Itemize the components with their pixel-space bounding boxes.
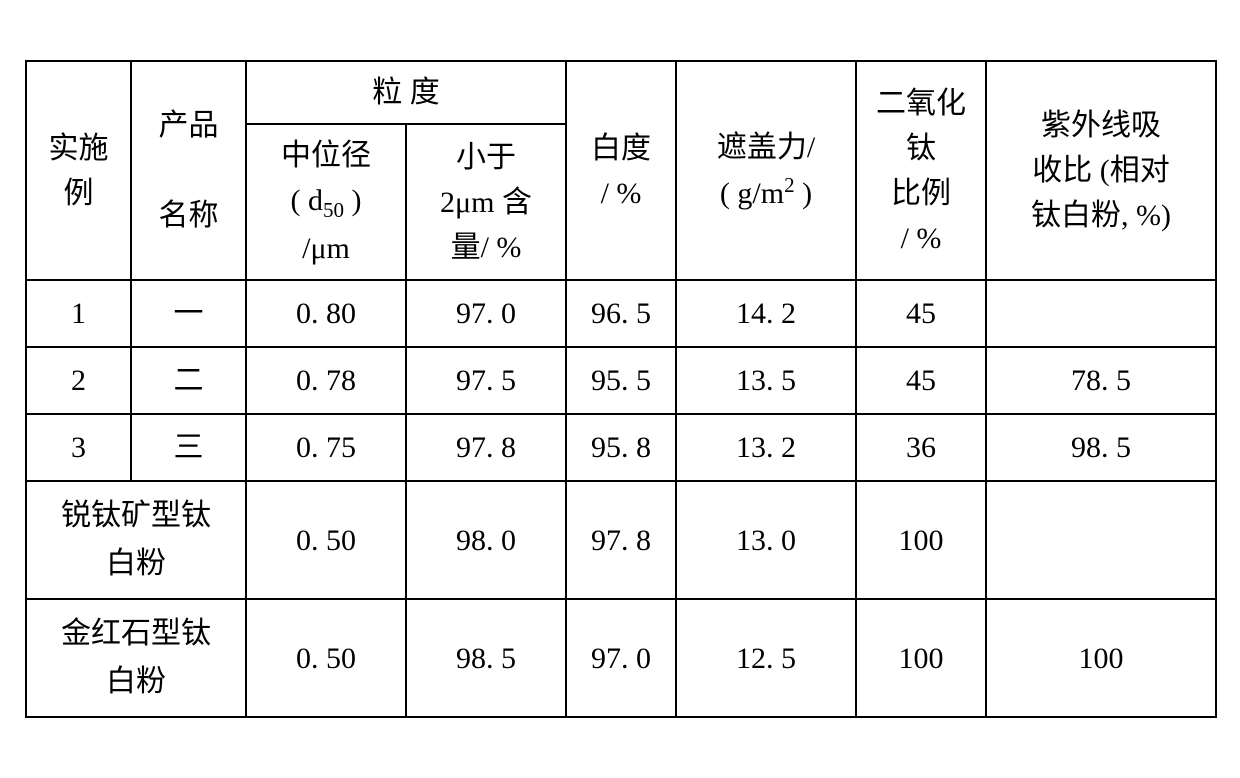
table-row: 2 二 0. 78 97. 5 95. 5 13. 5 45 78. 5	[26, 347, 1216, 414]
cell-tio2: 45	[856, 280, 986, 347]
cell-d50: 0. 80	[246, 280, 406, 347]
cell-whiteness: 97. 8	[566, 481, 676, 599]
col-header-example: 实施例	[26, 61, 131, 281]
cell-tio2: 45	[856, 347, 986, 414]
table-row-merged: 金红石型钛白粉 0. 50 98. 5 97. 0 12. 5 100 100	[26, 599, 1216, 717]
cell-tio2: 100	[856, 481, 986, 599]
cell-uv	[986, 481, 1216, 599]
col-header-particle-size: 粒 度	[246, 61, 566, 124]
cell-example: 2	[26, 347, 131, 414]
table-body: 1 一 0. 80 97. 0 96. 5 14. 2 45 2 二 0. 78…	[26, 280, 1216, 717]
d50-line3: /μm	[302, 232, 350, 265]
table-wrapper: 实施例 产品 名称 粒 度 白度/ % 遮盖力/ ( g/m2 ) 二氧化钛比例…	[25, 60, 1215, 719]
table-row: 1 一 0. 80 97. 0 96. 5 14. 2 45	[26, 280, 1216, 347]
d50-line2-sub: 50	[323, 198, 344, 222]
d50-line2-prefix: ( d	[291, 184, 324, 217]
col-header-hiding-power: 遮盖力/ ( g/m2 )	[676, 61, 856, 281]
cell-uv: 100	[986, 599, 1216, 717]
cell-name-merged: 金红石型钛白粉	[26, 599, 246, 717]
col-header-lt2um: 小于 2μm 含 量/ %	[406, 124, 566, 281]
hiding-power-line2-prefix: ( g/m	[720, 177, 784, 210]
d50-line2-suffix: )	[344, 184, 362, 217]
cell-lt2um: 97. 5	[406, 347, 566, 414]
cell-lt2um: 97. 0	[406, 280, 566, 347]
cell-hiding: 13. 0	[676, 481, 856, 599]
col-header-uv-ratio: 紫外线吸收比 (相对钛白粉, %)	[986, 61, 1216, 281]
col-header-product-name-top: 产品	[159, 109, 219, 142]
col-header-tio2-ratio: 二氧化钛比例/ %	[856, 61, 986, 281]
cell-tio2: 100	[856, 599, 986, 717]
cell-example: 3	[26, 414, 131, 481]
cell-uv	[986, 280, 1216, 347]
lt2um-line2: 2μm 含	[440, 186, 532, 219]
cell-tio2: 36	[856, 414, 986, 481]
cell-d50: 0. 50	[246, 599, 406, 717]
cell-whiteness: 96. 5	[566, 280, 676, 347]
cell-whiteness: 97. 0	[566, 599, 676, 717]
cell-d50: 0. 78	[246, 347, 406, 414]
cell-lt2um: 97. 8	[406, 414, 566, 481]
hiding-power-line2-sup: 2	[784, 173, 795, 197]
hiding-power-line1: 遮盖力/	[717, 131, 815, 164]
cell-name: 二	[131, 347, 246, 414]
col-header-d50: 中位径 ( d50 ) /μm	[246, 124, 406, 281]
cell-lt2um: 98. 5	[406, 599, 566, 717]
cell-name: 三	[131, 414, 246, 481]
lt2um-line1: 小于	[456, 141, 516, 174]
table-row-merged: 锐钛矿型钛白粉 0. 50 98. 0 97. 8 13. 0 100	[26, 481, 1216, 599]
hiding-power-line2-suffix: )	[795, 177, 813, 210]
cell-lt2um: 98. 0	[406, 481, 566, 599]
cell-example: 1	[26, 280, 131, 347]
cell-uv: 78. 5	[986, 347, 1216, 414]
table-header-row-1: 实施例 产品 名称 粒 度 白度/ % 遮盖力/ ( g/m2 ) 二氧化钛比例…	[26, 61, 1216, 124]
d50-line1: 中位径	[281, 139, 371, 172]
cell-name: 一	[131, 280, 246, 347]
cell-hiding: 13. 5	[676, 347, 856, 414]
material-properties-table: 实施例 产品 名称 粒 度 白度/ % 遮盖力/ ( g/m2 ) 二氧化钛比例…	[25, 60, 1217, 719]
table-row: 3 三 0. 75 97. 8 95. 8 13. 2 36 98. 5	[26, 414, 1216, 481]
cell-hiding: 13. 2	[676, 414, 856, 481]
col-header-whiteness: 白度/ %	[566, 61, 676, 281]
lt2um-line3: 量/ %	[451, 231, 522, 264]
col-header-product-name: 产品 名称	[131, 61, 246, 281]
cell-d50: 0. 50	[246, 481, 406, 599]
cell-hiding: 14. 2	[676, 280, 856, 347]
cell-whiteness: 95. 5	[566, 347, 676, 414]
cell-name-merged: 锐钛矿型钛白粉	[26, 481, 246, 599]
cell-uv: 98. 5	[986, 414, 1216, 481]
table-header: 实施例 产品 名称 粒 度 白度/ % 遮盖力/ ( g/m2 ) 二氧化钛比例…	[26, 61, 1216, 281]
cell-hiding: 12. 5	[676, 599, 856, 717]
col-header-product-name-bottom: 名称	[159, 199, 219, 232]
cell-d50: 0. 75	[246, 414, 406, 481]
cell-whiteness: 95. 8	[566, 414, 676, 481]
